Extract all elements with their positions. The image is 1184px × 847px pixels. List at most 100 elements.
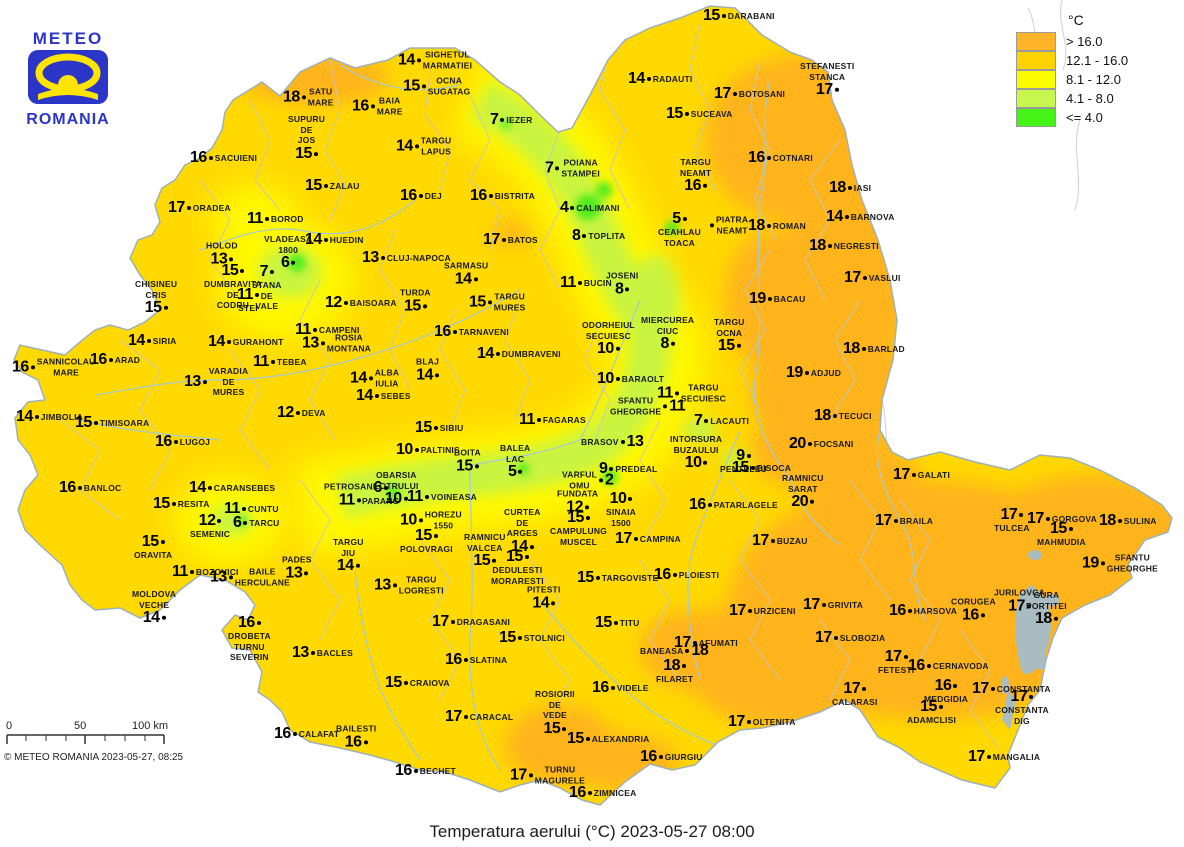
station-temp: 17 bbox=[510, 766, 527, 783]
station-name: BRAILA bbox=[899, 515, 934, 526]
station-name: TARGU JIU bbox=[333, 536, 364, 558]
station-temp: 14 bbox=[398, 51, 415, 68]
station-marker: JOSENI 8 bbox=[606, 270, 638, 297]
station-name: POLOVRAGI bbox=[400, 544, 453, 554]
station-marker: 19 SFANTU GHEORGHE bbox=[1082, 552, 1158, 573]
station-name: SIRIA bbox=[152, 335, 177, 346]
station-dot-icon bbox=[207, 486, 212, 490]
station-marker: 11 CAMPENI bbox=[295, 322, 360, 338]
station-marker: 14 JIMBOLIA bbox=[16, 409, 83, 425]
station-name: BOZOVICI bbox=[195, 566, 239, 577]
station-marker: 10 HOREZU 1550 bbox=[400, 509, 462, 530]
station-marker: 14 BARNOVA bbox=[826, 209, 895, 225]
station-dot-icon bbox=[685, 649, 690, 653]
meteo-romania-logo-icon: METEO ROMANIA bbox=[26, 29, 108, 128]
station-dot-icon bbox=[625, 287, 630, 291]
station-name: BANEASA bbox=[640, 645, 684, 656]
station-row: 15 bbox=[145, 300, 168, 316]
station-dot-icon bbox=[524, 555, 529, 559]
station-marker: 18 NEGRESTI bbox=[809, 238, 879, 254]
station-row: 14 bbox=[532, 595, 556, 611]
station-name: ADAMCLISI bbox=[907, 715, 957, 725]
station-name: SATU MARE bbox=[307, 86, 334, 107]
station-row: 15 bbox=[142, 534, 165, 550]
station-name: PLOIESTI bbox=[678, 569, 720, 580]
station-row: 19 BACAU bbox=[749, 291, 806, 307]
station-row: 16 ARAD bbox=[90, 352, 140, 368]
station-name: BAIA MARE bbox=[376, 95, 403, 116]
station-dot-icon bbox=[421, 84, 426, 88]
station-marker: 18 SATU MARE bbox=[283, 86, 334, 107]
station-marker: 16 BECHET bbox=[395, 763, 456, 779]
station-temp: 15 bbox=[567, 509, 584, 526]
station-dot-icon bbox=[304, 571, 309, 575]
station-marker: 15 TARGOVISTE bbox=[577, 570, 658, 586]
station-row: SFANTU GHEORGHE 11 bbox=[610, 395, 686, 416]
station-temp: 17 bbox=[752, 532, 769, 549]
station-row: 16 bbox=[935, 678, 958, 694]
station-name: MAHMUDIA bbox=[1037, 537, 1086, 547]
station-temp: 4 bbox=[560, 199, 569, 216]
station-temp: 18 bbox=[748, 217, 765, 234]
station-row: 15 bbox=[506, 549, 529, 565]
country-outline bbox=[13, 5, 1173, 806]
station-dot-icon bbox=[529, 545, 534, 549]
station-dot-icon bbox=[160, 540, 165, 544]
station-name: BRASOV bbox=[581, 436, 619, 447]
station-temp: 17 bbox=[714, 85, 731, 102]
station-dot-icon bbox=[810, 500, 815, 504]
station-row: 14 SIGHETUL MARMATIEI bbox=[398, 49, 472, 70]
station-name: BOROD bbox=[270, 213, 304, 224]
station-temp: 16 bbox=[748, 149, 765, 166]
station-marker: 16 BAIA MARE bbox=[352, 95, 403, 116]
station-dot-icon bbox=[953, 684, 958, 688]
station-temp: 10 bbox=[609, 490, 627, 507]
station-temp: 16 bbox=[238, 614, 255, 631]
station-temp: 15 bbox=[506, 548, 523, 565]
temperature-legend: °C > 16.0 12.1 - 16.0 8.1 - 12.0 4.1 - 8.0 <… bbox=[1016, 12, 1128, 127]
station-row: VARFUL OMU 2 bbox=[562, 469, 614, 490]
station-name: ALBA IULIA bbox=[374, 367, 400, 388]
station-row: 15 bbox=[473, 553, 497, 569]
station-row: 17 GRIVITA bbox=[803, 597, 863, 613]
station-marker: 15 DARABANI bbox=[703, 8, 775, 24]
station-marker: 15 BISOCA bbox=[732, 460, 791, 476]
station-row: 9 PREDEAL bbox=[599, 461, 657, 477]
station-temp: 13 bbox=[210, 568, 227, 585]
station-name: ZIMNICEA bbox=[593, 787, 637, 798]
station-dot-icon bbox=[323, 184, 328, 188]
station-marker: 14 RADAUTI bbox=[628, 71, 692, 87]
station-marker: 17 BUZAU bbox=[752, 533, 808, 549]
station-row: 14 ALBA IULIA bbox=[350, 367, 399, 388]
station-temp: 17 bbox=[815, 81, 833, 98]
station-dot-icon bbox=[682, 664, 687, 668]
station-row: 17 MANGALIA bbox=[968, 749, 1040, 765]
station-temp: 19 bbox=[786, 364, 803, 381]
station-temp: 16 bbox=[344, 733, 362, 750]
station-row: 18 TECUCI bbox=[814, 408, 872, 424]
legend-item: <= 4.0 bbox=[1016, 108, 1128, 127]
station-name: DEDULESTI MORARESTI bbox=[491, 565, 544, 586]
station-name: BACAU bbox=[773, 293, 806, 304]
station-temp: 13 bbox=[374, 576, 391, 593]
station-row: 14 bbox=[511, 539, 534, 555]
station-row: 16 SANNICOLAU MARE bbox=[12, 356, 95, 377]
station-dot-icon bbox=[370, 104, 375, 108]
station-row: 17 bbox=[1000, 507, 1024, 523]
station-marker: 19 BACAU bbox=[749, 291, 806, 307]
station-temp: 18 bbox=[814, 407, 831, 424]
station-name: CAMPENI bbox=[318, 324, 360, 335]
station-name: BAISOARA bbox=[349, 297, 397, 308]
station-dot-icon bbox=[301, 95, 306, 99]
station-marker: 15 DUMBRAVITA DE CODRU bbox=[204, 263, 262, 311]
station-marker: JURILOVCA 17 bbox=[994, 587, 1045, 614]
station-marker: 10 PALTINIS bbox=[396, 442, 460, 458]
station-temp: 11 bbox=[224, 500, 240, 517]
station-row: 15 TIMISOARA bbox=[75, 415, 149, 431]
station-row: 10 HOREZU 1550 bbox=[400, 509, 462, 530]
station-marker: 16 PLOIESTI bbox=[654, 567, 719, 583]
legend-swatch-icon bbox=[1016, 32, 1056, 51]
station-temp: 14 bbox=[305, 231, 322, 248]
station-row: 14 GURAHONT bbox=[208, 334, 284, 350]
station-name: PENTELEU bbox=[720, 464, 767, 474]
